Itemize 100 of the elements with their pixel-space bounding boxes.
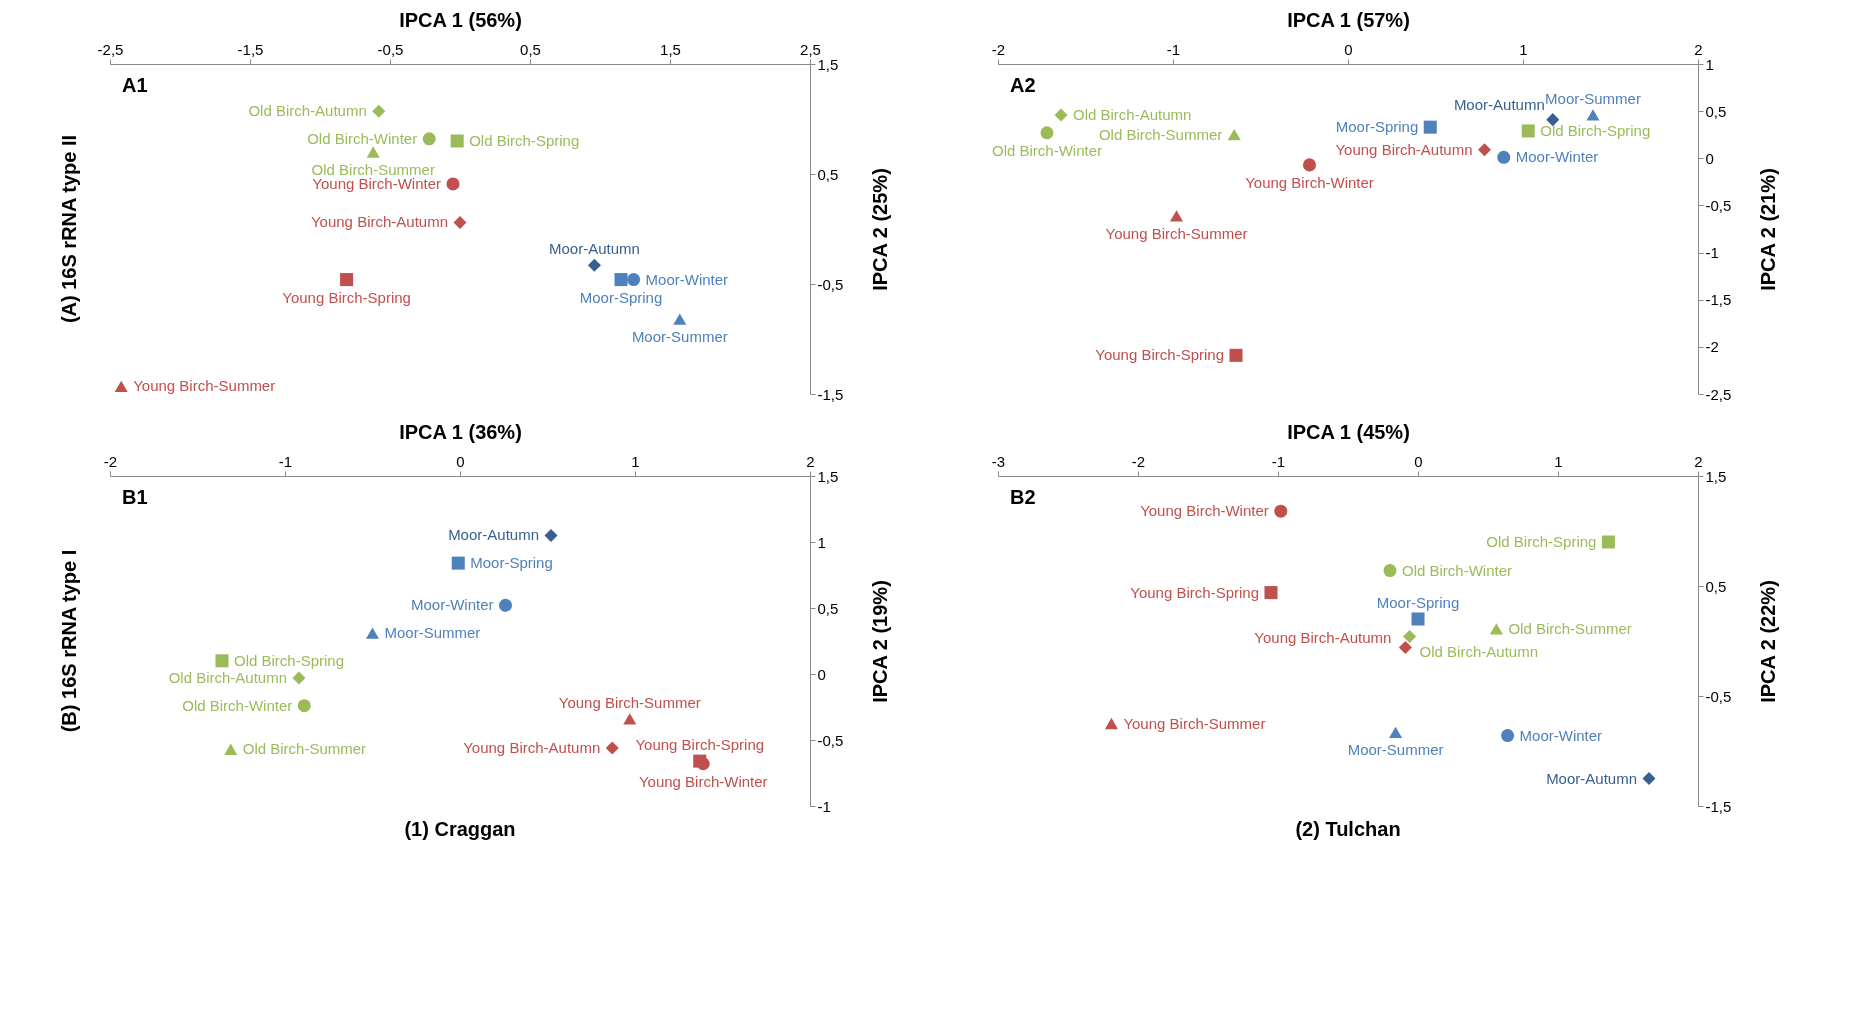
series-label: Moor-Winter: [1515, 148, 1599, 166]
point: [1501, 729, 1515, 743]
series-label: Moor-Winter: [410, 596, 494, 614]
annotation: B1: [122, 486, 148, 508]
x-axis-title: IPCA 1 (57%): [1287, 8, 1410, 31]
y-tick-label: -1: [1705, 244, 1719, 262]
series-label: Old Birch-Spring: [234, 651, 345, 669]
point: [614, 273, 628, 287]
point: [365, 627, 380, 639]
point: [1054, 108, 1068, 122]
series-label: Old Birch-Spring: [1486, 533, 1597, 550]
x-tick-label: 2: [1694, 452, 1703, 470]
series-label: Moor-Spring: [1335, 118, 1419, 136]
y-tick-label: 1: [817, 533, 826, 551]
point: [450, 134, 464, 148]
x-axis-title: IPCA 1 (36%): [399, 420, 522, 443]
point: [1264, 586, 1278, 600]
x-tick-label: -1: [278, 452, 293, 470]
point: [498, 598, 513, 612]
series-label: Young Birch-Spring: [282, 288, 411, 306]
series-label: Old Birch-Winter: [182, 696, 293, 714]
annotation: A1: [122, 74, 148, 96]
series-label: Old Birch-Autumn: [248, 102, 367, 120]
y-axis-title: IPCA 2 (19%): [869, 580, 892, 703]
x-tick-label: 0,5: [520, 40, 541, 58]
y-tick-label: -1,5: [817, 385, 844, 403]
series-label: Old Birch-Autumn: [1073, 105, 1192, 123]
series-label: Young Birch-Autumn: [463, 738, 601, 756]
point: [224, 743, 238, 755]
x-tick-label: 2,5: [800, 40, 821, 58]
x-tick-label: 0: [456, 452, 465, 470]
y-axis-title: IPCA 2 (21%): [1757, 168, 1780, 291]
y-tick-label: 1,5: [1705, 467, 1727, 485]
point: [422, 132, 436, 146]
y-tick-label: -1,5: [1705, 797, 1732, 815]
x-tick-label: -1: [1166, 40, 1181, 58]
point: [1411, 612, 1425, 626]
series-label: Moor-Summer: [1545, 89, 1641, 107]
series-label: Young Birch-Spring: [1095, 346, 1224, 364]
series-label: Young Birch-Winter: [1140, 502, 1269, 520]
y-tick-label: 1: [1705, 55, 1714, 73]
point: [1489, 623, 1503, 635]
series-label: Young Birch-Summer: [133, 377, 276, 395]
point: [446, 177, 460, 191]
point: [215, 654, 229, 668]
series-label: Moor-Spring: [470, 554, 553, 572]
series-label: Young Birch-Summer: [1123, 714, 1266, 732]
point: [114, 380, 128, 392]
x-tick-label: 2: [806, 452, 815, 470]
series-label: Old Birch-Winter: [991, 141, 1103, 159]
point: [1642, 771, 1656, 786]
series-label: Moor-Spring: [1376, 594, 1460, 611]
point: [1383, 564, 1397, 578]
x-tick-label: -3: [991, 452, 1006, 470]
point: [1586, 109, 1600, 121]
y-axis-title: IPCA 2 (25%): [869, 168, 892, 291]
x-tick-label: -2: [1131, 452, 1146, 470]
series-label: Young Birch-Spring: [635, 736, 765, 754]
series-label: Old Birch-Winter: [1402, 561, 1513, 579]
point: [627, 273, 641, 287]
x-tick-label: -0,5: [377, 40, 404, 58]
x-tick-label: 1,5: [660, 40, 681, 58]
series-label: Young Birch-Summer: [558, 693, 701, 711]
point: [1302, 158, 1317, 172]
y-tick-label: 0,5: [817, 599, 839, 617]
y-tick-label: 0,5: [817, 165, 839, 183]
text: (1) Craggan: [404, 818, 516, 840]
text: (B) 16S rRNA type I: [58, 549, 80, 733]
series-label: Old Birch-Summer: [242, 740, 367, 758]
point: [1521, 124, 1535, 138]
x-tick-label: -2: [991, 40, 1006, 58]
x-tick-label: -2,5: [97, 40, 124, 58]
y-tick-label: -1: [817, 797, 831, 815]
point: [587, 258, 601, 272]
point: [292, 671, 306, 685]
point: [451, 556, 465, 570]
series-label: Moor-Autumn: [1453, 95, 1545, 113]
y-tick-label: -0,5: [817, 275, 844, 293]
point: [544, 528, 558, 542]
text: (A) 16S rRNA type II: [58, 134, 80, 324]
series-label: Moor-Winter: [645, 270, 729, 288]
series-label: Moor-Autumn: [448, 526, 539, 544]
x-tick-label: -1,5: [237, 40, 264, 58]
point: [1227, 129, 1241, 141]
x-tick-label: 1: [1554, 452, 1563, 470]
series-label: Old Birch-Summer: [1508, 619, 1632, 637]
series-label: Old Birch-Autumn: [168, 668, 287, 686]
series-label: Old Birch-Summer: [1098, 125, 1223, 143]
series-label: Old Birch-Autumn: [1419, 642, 1538, 660]
y-tick-label: 1,5: [817, 467, 839, 485]
series-label: Moor-Autumn: [548, 240, 640, 258]
point: [1601, 535, 1615, 549]
series-label: Young Birch-Autumn: [1335, 140, 1473, 158]
point: [1423, 120, 1437, 134]
annotation: B2: [1010, 486, 1036, 508]
point: [1398, 641, 1412, 655]
point: [1477, 143, 1492, 157]
x-axis-title: IPCA 1 (45%): [1287, 420, 1410, 443]
point: [372, 104, 386, 118]
x-axis-title: IPCA 1 (56%): [399, 8, 522, 31]
